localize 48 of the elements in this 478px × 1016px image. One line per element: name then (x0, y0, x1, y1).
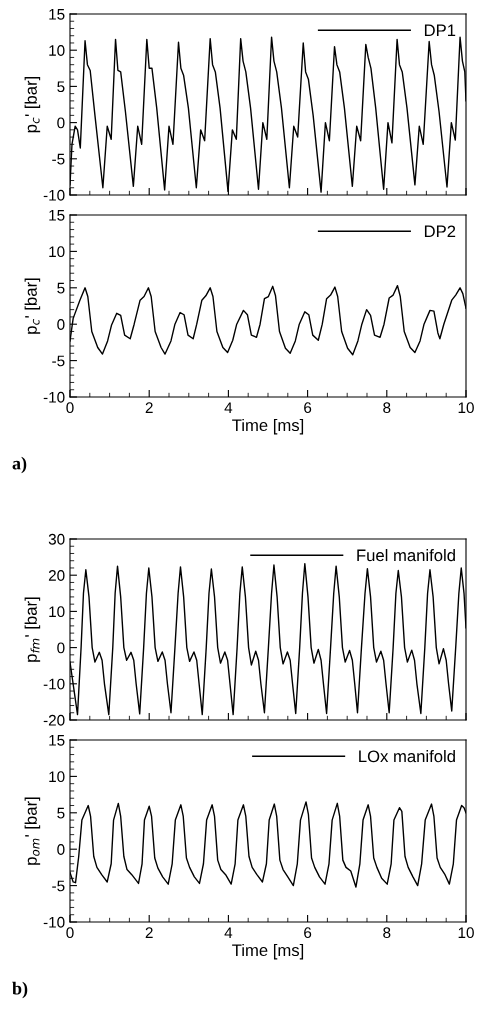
x-tick-label: 4 (224, 927, 233, 938)
x-tick-label: 8 (383, 402, 391, 414)
x-tick-label: 2 (145, 927, 153, 938)
y-tick-label: 5 (57, 81, 65, 93)
y-tick-label: -5 (52, 153, 65, 165)
y-tick-label: -10 (43, 916, 65, 928)
x-axis-title: Time [ms] (232, 418, 304, 435)
y-tick-label: 10 (49, 45, 65, 56)
x-tick-label: 0 (66, 927, 74, 939)
x-tick-label: 6 (304, 402, 312, 414)
series-label: Fuel manifold (357, 549, 455, 562)
text: DP2 (424, 225, 456, 238)
y-tick-label: 20 (48, 570, 65, 581)
x-tick-label: 6 (304, 927, 312, 939)
y-tick-label: 15 (49, 9, 65, 20)
text: a) (12, 456, 27, 474)
series-label: DP1 (424, 24, 456, 37)
y-tick-label: 10 (49, 606, 65, 618)
y-tick-label: -10 (43, 391, 65, 403)
y-tick-label: -20 (43, 714, 65, 726)
y-tick-label: -5 (52, 880, 65, 892)
y-axis-title: p$_{c}$' [bar] (24, 76, 41, 133)
y-tick-label: 0 (57, 117, 65, 129)
y-tick-label: 0 (57, 319, 65, 330)
y-tick-label: 30 (48, 533, 65, 545)
y-tick-label: 15 (49, 735, 65, 746)
y-tick-label: 5 (57, 282, 65, 294)
y-tick-label: 15 (49, 210, 65, 221)
x-tick-label: 0 (66, 402, 74, 414)
y-tick-label: -10 (43, 189, 65, 201)
y-tick-label: 10 (49, 771, 65, 783)
y-axis-title: p$_{fm}$' [bar] (24, 597, 41, 662)
y-tick-label: 10 (49, 246, 65, 258)
x-axis-title: Time [ms] (232, 943, 304, 960)
y-axis-title: p$_{c}$' [bar] (24, 278, 41, 334)
y-tick-label: 0 (57, 642, 65, 654)
x-tick-label: 10 (458, 927, 474, 939)
y-tick-label: -5 (52, 355, 65, 367)
x-tick-label: 8 (383, 927, 391, 939)
y-axis-title: p$_{om}$' [bar] (24, 797, 41, 865)
y-tick-label: 0 (57, 844, 65, 855)
y-tick-label: 5 (57, 807, 65, 819)
y-tick-label: -10 (43, 678, 65, 690)
x-tick-label: 4 (224, 402, 233, 413)
x-tick-label: 10 (458, 402, 474, 414)
text: LOx manifold (359, 750, 455, 763)
x-tick-label: 2 (145, 402, 153, 413)
text: b) (12, 981, 28, 999)
